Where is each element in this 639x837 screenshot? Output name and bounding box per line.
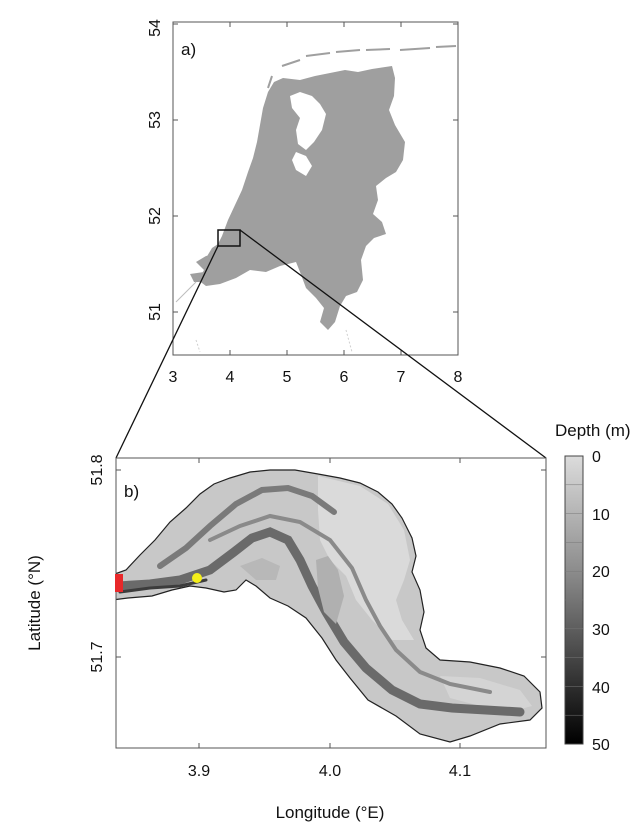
markermeer [292,152,312,176]
wadden-islands [267,45,457,89]
secondary-channel [208,513,492,694]
panel-b-map: 3.9 4.0 4.1 51.7 51.8 b) Longitude (°E) … [25,454,547,822]
x-axis-title: Longitude (°E) [276,803,385,822]
north-channel [157,484,337,569]
panel-a-y-tick: 53 [147,111,164,129]
depth-colorbar: Depth (m) 0 10 20 30 40 50 [555,421,631,754]
colorbar-tick: 10 [592,507,610,524]
panel-a-map: 3 4 5 6 7 8 51 52 53 54 a) [147,19,463,386]
zeeland-islands [190,254,222,282]
colorbar-tick: 30 [592,622,610,639]
zoom-connectors [115,229,547,459]
panel-a-y-tick: 52 [147,207,164,225]
panel-b-ticks [116,458,546,748]
panel-a-ticks [172,22,459,355]
intertidal-flats [318,476,414,640]
panel-a-x-tick: 4 [226,369,235,386]
panel-a-x-tick: 6 [340,369,349,386]
shoal-central [316,556,344,624]
panel-a-x-tick: 3 [169,369,178,386]
colorbar-tick: 0 [592,449,601,466]
panel-b-y-tick: 51.8 [89,454,106,485]
coastline-south [175,281,197,303]
panel-a-label: a) [181,40,196,59]
panel-a-x-tick: 7 [397,369,406,386]
y-axis-title: Latitude (°N) [25,555,44,651]
colorbar-title: Depth (m) [555,421,631,440]
panel-a-y-tick: 54 [147,19,164,37]
panel-b-y-tick: 51.7 [89,641,106,672]
panel-b-label: b) [124,482,139,501]
shoal-west [240,558,280,580]
colorbar-tick: 40 [592,680,610,697]
panel-b-x-tick: 4.0 [319,763,341,780]
ijsselmeer [290,92,326,150]
zoom-box [217,229,241,247]
panel-a-frame [172,21,459,356]
boundary-marker [115,574,123,592]
station-marker [192,573,202,583]
colorbar-bands [565,484,583,716]
main-channel [116,527,525,717]
panel-b-x-tick: 3.9 [188,763,210,780]
panel-a-x-tick: 5 [283,369,292,386]
panel-a-y-tick: 51 [147,303,164,321]
netherlands-land [198,66,405,330]
channel-deep-core [118,578,208,594]
panel-b-frame [115,457,547,749]
colorbar-tick: 50 [592,737,610,754]
panel-a-x-tick: 8 [454,369,463,386]
coastline-belgium [195,329,353,353]
panel-b-x-tick: 4.1 [449,763,471,780]
colorbar-tick: 20 [592,564,610,581]
